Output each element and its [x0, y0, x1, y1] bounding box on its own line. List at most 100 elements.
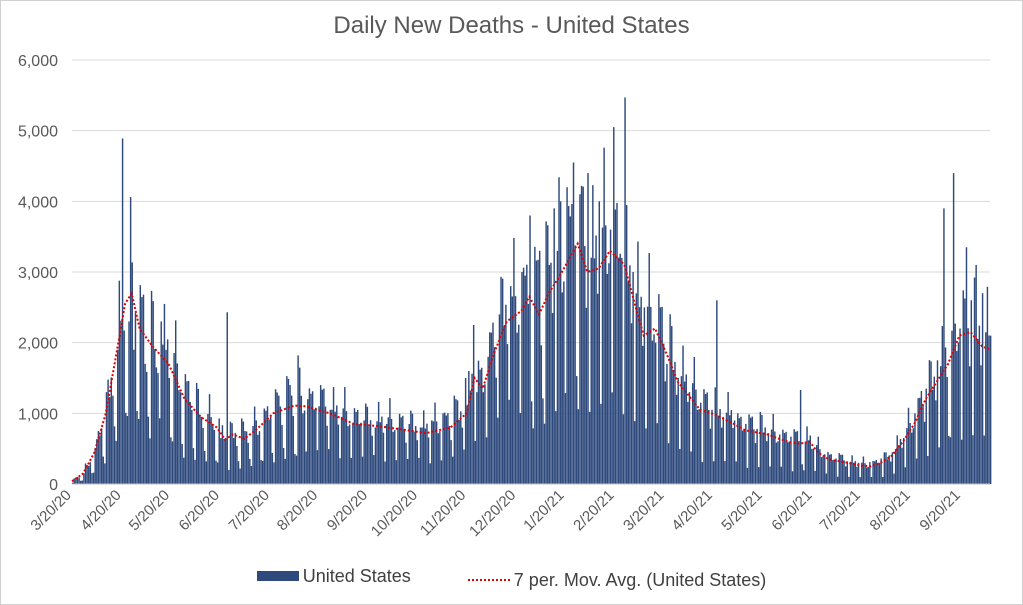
bar: [435, 421, 438, 484]
bar: [885, 452, 887, 484]
bar: [851, 455, 853, 484]
bar: [651, 340, 654, 484]
bar: [907, 407, 910, 484]
bar: [569, 216, 572, 484]
bar: [962, 290, 964, 484]
bar: [405, 442, 407, 484]
bar: [476, 392, 478, 484]
bar: [836, 476, 839, 484]
bar: [455, 399, 457, 484]
bar: [94, 448, 96, 484]
bar: [118, 280, 121, 484]
bar: [373, 455, 375, 484]
bar: [743, 429, 745, 484]
bar: [97, 430, 100, 484]
bar: [471, 373, 473, 484]
bar: [413, 431, 415, 484]
bar: [745, 423, 747, 484]
bar: [952, 173, 955, 484]
bar: [453, 395, 456, 484]
bar: [102, 456, 104, 484]
bar: [274, 389, 277, 484]
bar: [567, 205, 570, 484]
bar: [977, 338, 979, 484]
x-tick-label: 11/20/20: [417, 487, 470, 540]
bar: [149, 438, 151, 484]
bar: [81, 480, 84, 484]
bar: [495, 377, 497, 484]
bar: [289, 385, 291, 484]
bar: [861, 462, 863, 484]
bar: [411, 413, 414, 484]
bar: [811, 448, 813, 484]
bar: [347, 426, 349, 484]
bar: [561, 292, 563, 484]
bar: [311, 391, 314, 484]
bar: [463, 449, 465, 484]
bar: [867, 466, 869, 484]
bar: [120, 320, 122, 484]
bar: [646, 306, 649, 484]
bar: [703, 389, 705, 484]
bar: [629, 265, 631, 484]
bar: [253, 406, 256, 484]
bar: [588, 411, 591, 484]
bar: [71, 482, 74, 484]
bar: [722, 416, 725, 484]
y-tick-label: 4,000: [18, 194, 58, 211]
bar: [352, 423, 354, 484]
bar: [878, 462, 881, 484]
bar: [276, 392, 278, 484]
bar: [819, 449, 821, 484]
bar: [640, 296, 642, 484]
bar: [638, 307, 641, 484]
bar: [609, 229, 612, 484]
bar: [593, 258, 596, 484]
bar: [872, 460, 874, 484]
bar: [711, 409, 713, 484]
bar: [675, 394, 678, 484]
bar: [898, 445, 900, 484]
bar: [76, 476, 79, 484]
bar: [234, 432, 237, 484]
bar: [542, 398, 544, 484]
bar: [840, 454, 842, 484]
bar: [753, 429, 755, 484]
bar: [252, 425, 254, 484]
bar: [667, 443, 670, 484]
bar: [869, 462, 871, 484]
bar: [221, 425, 224, 484]
bar: [397, 427, 399, 484]
bar: [443, 412, 446, 484]
bar: [643, 307, 646, 484]
bar: [265, 410, 267, 484]
bar: [832, 460, 834, 484]
bar: [529, 215, 531, 484]
bar: [803, 470, 805, 484]
bar: [738, 418, 741, 484]
bar: [501, 278, 504, 484]
bar: [828, 454, 831, 484]
bar: [848, 476, 850, 484]
bar: [894, 449, 897, 484]
bar: [117, 349, 119, 484]
bar: [105, 392, 108, 484]
bar: [774, 431, 776, 484]
bar: [363, 420, 365, 484]
bar: [162, 344, 164, 484]
bar: [939, 366, 942, 484]
bar: [157, 373, 159, 484]
bar: [930, 361, 932, 484]
bar: [202, 427, 204, 484]
bar: [835, 458, 837, 484]
bar: [319, 385, 322, 484]
y-tick-label: 3,000: [18, 265, 58, 282]
bar: [548, 264, 551, 484]
bar: [553, 208, 555, 484]
bar-series: [71, 97, 992, 485]
bar: [278, 395, 280, 484]
bar: [727, 392, 729, 484]
bar: [804, 441, 807, 484]
bar: [801, 464, 803, 484]
bar: [250, 466, 253, 484]
